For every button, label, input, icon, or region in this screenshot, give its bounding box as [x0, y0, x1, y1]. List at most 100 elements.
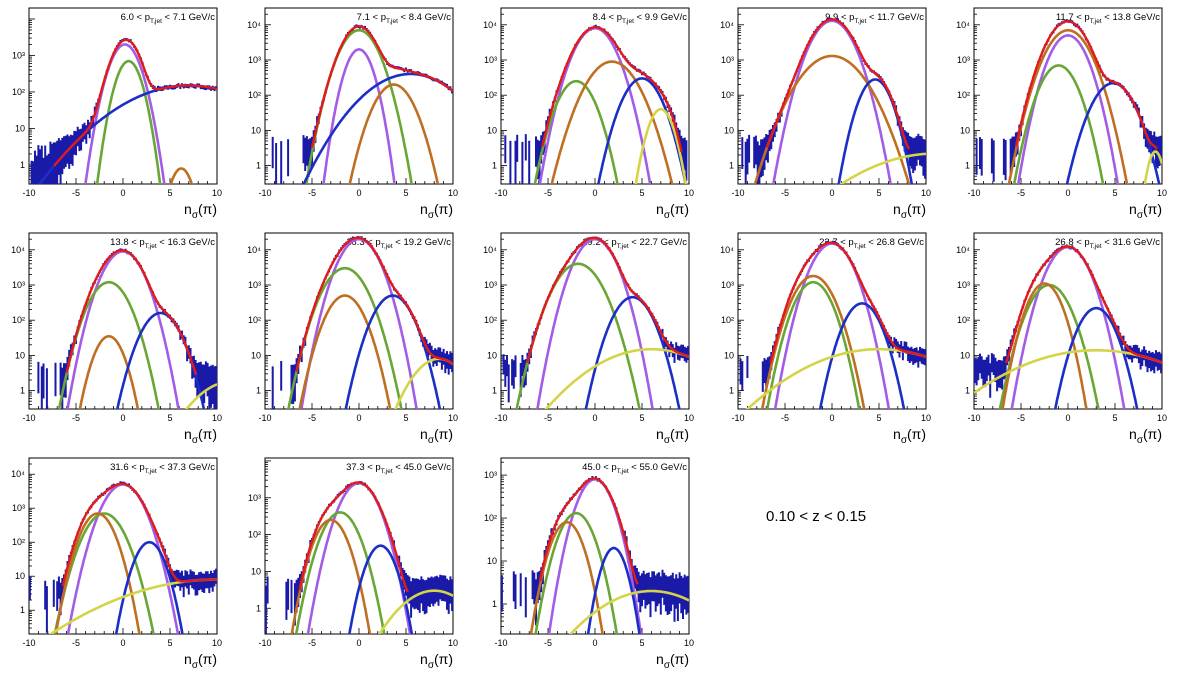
- chart-panel-10: -10 -5 0 5 10 1 10 10² 10³ 10⁴ 26.8 < pT,jet < 31.…: [945, 225, 1181, 450]
- electron-fit-curve: [1053, 306, 1139, 409]
- chart-svg: -10 -5 0 5 10 1 10 10² 10³ 10⁴ 9.9 < pT,jet < 11.7…: [720, 7, 931, 221]
- y-tick-label: 10⁴: [483, 20, 497, 30]
- x-tick-label: -5: [1017, 188, 1025, 198]
- x-axis-label: nσ(π): [656, 426, 689, 446]
- x-tick-label: -10: [967, 188, 980, 198]
- panel-title: 45.0 < pT,jet < 55.0 GeV/c: [582, 462, 687, 475]
- y-tick-label: 10³: [957, 280, 970, 290]
- x-axis-label: nσ(π): [1129, 426, 1162, 446]
- chart-svg: -10 -5 0 5 10 1 10 10² 10³ 45.0 < pT,jet < 55.0 G…: [484, 457, 694, 671]
- x-tick-label: 0: [1065, 413, 1070, 423]
- chart-panel-8: -10 -5 0 5 10 1 10 10² 10³ 10⁴ 19.2 < pT,jet < 22.…: [472, 225, 708, 450]
- y-tick-label: 10: [724, 350, 734, 360]
- x-tick-label: -5: [781, 413, 789, 423]
- y-tick-label: 10⁴: [11, 469, 25, 479]
- data-histogram: [741, 17, 926, 184]
- y-tick-label: 10³: [248, 493, 261, 503]
- data-histogram: [265, 481, 453, 634]
- x-tick-label: -5: [308, 188, 316, 198]
- y-tick-label: 10³: [12, 50, 25, 60]
- y-tick-label: 10: [15, 571, 25, 581]
- electron-fit-curve: [114, 540, 184, 634]
- electron-fit-curve: [348, 544, 414, 634]
- deuteron-fit-curve: [544, 347, 689, 409]
- electron-fit-curve: [586, 546, 641, 634]
- y-tick-label: 10: [487, 125, 497, 135]
- chart-panel-5: -10 -5 0 5 10 1 10 10² 10³ 10⁴ 11.7 < pT,jet < 13.…: [945, 0, 1181, 225]
- chart-panel-4: -10 -5 0 5 10 1 10 10² 10³ 10⁴ 9.9 < pT,jet < 11.7…: [709, 0, 945, 225]
- y-tick-label: 10²: [12, 315, 25, 325]
- y-tick-label: 10²: [12, 537, 25, 547]
- chart-panel-12: -10 -5 0 5 10 1 10 10² 10³ 37.3 < pT,jet < 45.0 G…: [236, 450, 472, 675]
- x-tick-label: -10: [22, 638, 35, 648]
- total-fit-curve: [1004, 245, 1162, 364]
- x-tick-label: 5: [639, 413, 644, 423]
- panel-title: 7.1 < pT,jet < 8.4 GeV/c: [357, 12, 452, 25]
- chart-panel-2: -10 -5 0 5 10 1 10 10² 10³ 10⁴ 7.1 < pT,jet < 8.4 …: [236, 0, 472, 225]
- x-tick-label: -5: [1017, 413, 1025, 423]
- chart-svg: -10 -5 0 5 10 1 10 10² 10³ 10⁴ 11.7 < pT,jet < 13.…: [956, 7, 1167, 221]
- x-tick-label: 10: [212, 638, 222, 648]
- x-tick-label: 10: [448, 188, 458, 198]
- kaon-fit-curve: [287, 266, 403, 409]
- x-tick-label: -10: [731, 188, 744, 198]
- chart-panel-7: -10 -5 0 5 10 1 10 10² 10³ 10⁴ 16.3 < pT,jet < 19.…: [236, 225, 472, 450]
- electron-fit-curve: [596, 77, 688, 184]
- x-tick-label: -10: [258, 188, 271, 198]
- y-tick-label: 10²: [721, 90, 734, 100]
- deuteron-fit-curve: [378, 589, 453, 634]
- x-tick-label: -10: [22, 413, 35, 423]
- x-tick-label: -10: [494, 638, 507, 648]
- y-tick-label: 10³: [12, 503, 25, 513]
- y-tick-label: 10³: [721, 55, 734, 65]
- y-tick-label: 10³: [248, 55, 261, 65]
- x-tick-label: 5: [403, 413, 408, 423]
- total-fit-curve: [65, 249, 198, 376]
- y-tick-label: 1: [729, 161, 734, 171]
- panel-title: 11.7 < pT,jet < 13.8 GeV/c: [1056, 12, 1160, 25]
- chart-svg: -10 -5 0 5 10 1 10 10² 10³ 10⁴ 19.2 < pT,jet < 22.…: [483, 232, 694, 446]
- total-fit-curve: [53, 38, 217, 167]
- chart-panel-6: -10 -5 0 5 10 1 10 10² 10³ 10⁴ 13.8 < pT,jet < 16.…: [0, 225, 236, 450]
- y-tick-label: 1: [256, 161, 261, 171]
- x-tick-label: -5: [544, 638, 552, 648]
- data-histogram: [502, 236, 689, 403]
- data-histogram: [975, 19, 1162, 182]
- x-tick-label: -10: [731, 413, 744, 423]
- chart-svg: -10 -5 0 5 10 1 10 10² 10³ 10⁴ 31.6 < pT,jet < 37.…: [11, 457, 222, 671]
- proton-fit-curve: [1007, 28, 1129, 184]
- x-tick-label: 10: [1157, 413, 1167, 423]
- deuteron-fit-curve: [568, 589, 689, 634]
- kaon-fit-curve: [95, 59, 162, 184]
- y-tick-label: 1: [965, 386, 970, 396]
- y-tick-label: 10³: [721, 280, 734, 290]
- panel-title: 13.8 < pT,jet < 16.3 GeV/c: [110, 237, 215, 250]
- pion-fit-curve: [1016, 34, 1120, 184]
- panel-title: 31.6 < pT,jet < 37.3 GeV/c: [110, 462, 215, 475]
- y-tick-label: 1: [256, 386, 261, 396]
- y-tick-label: 10²: [484, 315, 497, 325]
- y-tick-label: 10³: [484, 280, 497, 290]
- chart-svg: -10 -5 0 5 10 1 10 10² 10³ 10⁴ 7.1 < pT,jet < 8.4 …: [247, 7, 458, 221]
- x-tick-label: 0: [356, 188, 361, 198]
- x-tick-label: -10: [967, 413, 980, 423]
- plot-frame: [500, 232, 690, 410]
- y-tick-label: 10: [487, 350, 497, 360]
- y-tick-label: 10²: [484, 90, 497, 100]
- y-tick-label: 10³: [484, 55, 497, 65]
- chart-svg: -10 -5 0 5 10 1 10 10² 10³ 10⁴ 8.4 < pT,jet < 9.9 …: [483, 7, 694, 221]
- panel-title: 16.3 < pT,jet < 19.2 GeV/c: [346, 237, 451, 250]
- proton-fit-curve: [1001, 282, 1088, 409]
- kaon-fit-curve: [765, 280, 861, 409]
- total-fit-curve: [1014, 20, 1158, 150]
- y-tick-label: 10²: [248, 315, 261, 325]
- x-tick-label: 0: [829, 188, 834, 198]
- x-tick-label: -5: [308, 413, 316, 423]
- y-tick-label: 10³: [248, 280, 261, 290]
- x-tick-label: 0: [592, 638, 597, 648]
- panel-title: 8.4 < pT,jet < 9.9 GeV/c: [593, 12, 688, 25]
- y-tick-label: 1: [492, 386, 497, 396]
- panel-title: 6.0 < pT,jet < 7.1 GeV/c: [121, 12, 216, 25]
- y-tick-label: 10²: [248, 530, 261, 540]
